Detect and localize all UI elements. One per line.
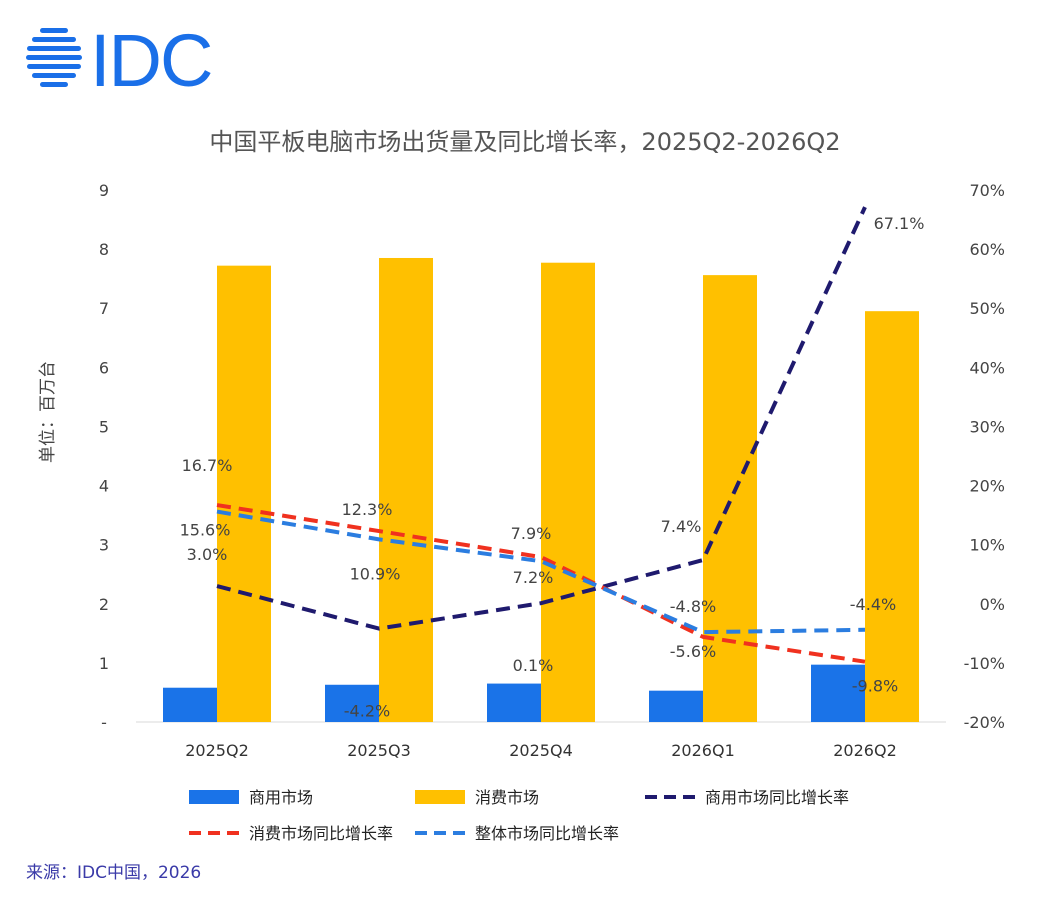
right-tick-label: 10% — [969, 536, 1005, 555]
left-tick-label: 7 — [99, 299, 109, 318]
line-total-yoy — [216, 509, 866, 635]
category-label: 2026Q1 — [671, 741, 735, 760]
data-label: -4.2% — [344, 702, 390, 721]
bar-commercial — [487, 683, 541, 722]
legend-swatch — [415, 790, 465, 804]
logo-text: IDC — [90, 24, 211, 92]
data-label: 7.9% — [511, 524, 552, 543]
globe-icon — [26, 28, 82, 87]
bar-consumer — [217, 265, 271, 722]
right-tick-label: 30% — [969, 417, 1005, 436]
bar-consumer — [541, 262, 595, 722]
category-label: 2025Q3 — [347, 741, 411, 760]
legend-label: 商用市场 — [249, 788, 313, 807]
right-tick-label: 20% — [969, 477, 1005, 496]
data-label: -9.8% — [852, 677, 898, 696]
left-tick-label: 3 — [99, 536, 109, 555]
left-tick-label: 6 — [99, 358, 109, 377]
left-tick-label: 4 — [99, 477, 109, 496]
bar-commercial — [325, 684, 379, 722]
data-label: 3.0% — [187, 545, 228, 564]
data-label: 67.1% — [874, 214, 925, 233]
data-label: 10.9% — [350, 564, 401, 583]
left-tick-label: 5 — [99, 417, 109, 436]
y-axis-label: 单位：百万台 — [38, 361, 58, 463]
data-label: 0.1% — [513, 656, 554, 675]
right-tick-label: 50% — [969, 299, 1005, 318]
bar-consumer — [703, 275, 757, 722]
right-tick-label: 40% — [969, 358, 1005, 377]
bar-commercial — [163, 687, 217, 722]
bar-consumer — [865, 311, 919, 722]
category-label: 2025Q4 — [509, 741, 573, 760]
line-commercial-yoy — [216, 206, 867, 631]
left-tick-label: 8 — [99, 240, 109, 259]
idc-logo: IDC — [26, 24, 213, 92]
lines — [216, 206, 867, 664]
bars — [163, 257, 919, 722]
bar-consumer — [379, 257, 433, 722]
bar-commercial — [811, 664, 865, 722]
data-label: 16.7% — [182, 456, 233, 475]
source-note: 来源：IDC中国，2026 — [26, 863, 202, 883]
data-label: 7.2% — [513, 568, 554, 587]
data-label: -4.8% — [670, 597, 716, 616]
legend-label: 消费市场 — [475, 788, 539, 807]
left-axis: - 1 2 3 4 5 6 7 8 9 — [99, 181, 109, 732]
left-tick-label: 9 — [99, 181, 109, 200]
data-label: -5.6% — [670, 642, 716, 661]
chart-title: 中国平板电脑市场出货量及同比增长率，2025Q2-2026Q2 — [209, 128, 840, 156]
legend-label: 商用市场同比增长率 — [705, 788, 849, 807]
legend-label: 整体市场同比增长率 — [475, 824, 619, 843]
legend-label: 消费市场同比增长率 — [249, 824, 393, 843]
right-tick-label: -10% — [964, 654, 1005, 673]
right-axis: -20% -10% 0% 10% 20% 30% 40% 50% 60% 70% — [964, 181, 1005, 732]
bar-commercial — [649, 690, 703, 722]
right-tick-label: 60% — [969, 240, 1005, 259]
legend-swatch — [189, 790, 239, 804]
right-tick-label: -20% — [964, 713, 1005, 732]
right-tick-label: 70% — [969, 181, 1005, 200]
data-label: 12.3% — [342, 500, 393, 519]
data-label: 15.6% — [180, 521, 231, 540]
right-tick-label: 0% — [980, 595, 1005, 614]
left-tick-label: 2 — [99, 595, 109, 614]
line-consumer-yoy — [216, 503, 866, 664]
category-label: 2025Q2 — [185, 741, 249, 760]
data-label: -4.4% — [850, 595, 896, 614]
category-label: 2026Q2 — [833, 741, 897, 760]
left-tick-label: 1 — [99, 654, 109, 673]
category-labels: 2025Q2 2025Q3 2025Q4 2026Q1 2026Q2 — [185, 741, 897, 760]
data-labels: 3.0% -4.2% 0.1% 7.4% 67.1% 16.7% 12.3% 7.9% -5.6… — [180, 214, 925, 720]
left-tick-label: - — [101, 713, 107, 732]
data-label: 7.4% — [661, 517, 702, 536]
